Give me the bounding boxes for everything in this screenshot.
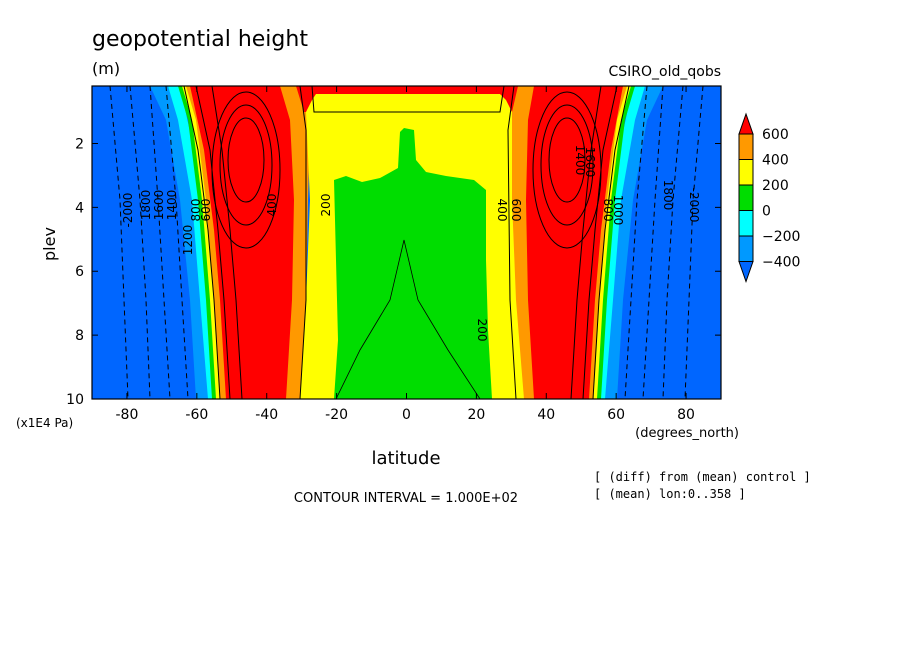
y-tick-label: 10 xyxy=(66,392,84,408)
contour-field xyxy=(92,86,721,399)
colorbar-label: −200 xyxy=(762,229,800,245)
colorbar: 600 400 200 0 −200 −400 xyxy=(738,112,800,284)
note-line-1: [ (diff) from (mean) control ] xyxy=(594,470,811,484)
x-tick-label: 40 xyxy=(537,407,555,423)
region-0-inner xyxy=(334,128,492,399)
x-tick-label: 0 xyxy=(402,407,411,423)
colorbar-bottom-arrow xyxy=(738,261,754,284)
contour-label: 1800 xyxy=(139,190,153,221)
x-tick-label: -80 xyxy=(116,407,139,423)
model-label: CSIRO_old_qobs xyxy=(608,64,721,80)
contour-label: 1400 xyxy=(573,145,587,176)
colorbar-segment xyxy=(738,159,754,186)
x-axis: -80 -60 -40 -20 0 20 40 60 80 xyxy=(116,86,695,423)
note-line-2: [ (mean) lon:0..358 ] xyxy=(594,487,746,501)
colorbar-label: 0 xyxy=(762,204,771,220)
contour-label: 800 xyxy=(189,199,203,222)
colorbar-label: 600 xyxy=(762,127,789,143)
contour-label: 1400 xyxy=(165,190,179,221)
contour-label: 600 xyxy=(509,199,523,222)
x-tick-label: -20 xyxy=(325,407,348,423)
x-axis-label: latitude xyxy=(371,448,440,469)
x-axis-units: (degrees_north) xyxy=(635,426,739,441)
y-axis-label: plev xyxy=(40,227,59,261)
x-tick-label: -60 xyxy=(185,407,208,423)
region-neg400 xyxy=(150,86,663,399)
y-tick-label: 8 xyxy=(75,328,84,344)
contour-label: 600 xyxy=(199,199,213,222)
contour-label: 1200 xyxy=(181,225,195,256)
colorbar-segment xyxy=(738,133,754,160)
contour-label: 400 xyxy=(265,194,279,217)
x-tick-label: -40 xyxy=(255,407,278,423)
contour-label: 200 xyxy=(475,319,489,342)
colorbar-segment xyxy=(738,184,754,211)
contour-label: 1600 xyxy=(583,147,597,178)
contour-label: 400 xyxy=(495,199,509,222)
chart-units: (m) xyxy=(92,59,120,78)
chart-title: geopotential height xyxy=(92,27,308,52)
contour-label: 1000 xyxy=(611,195,625,226)
contour-interval: CONTOUR INTERVAL = 1.000E+02 xyxy=(294,491,518,506)
x-tick-label: 60 xyxy=(607,407,625,423)
y-axis: 2 4 6 8 10 xyxy=(66,136,721,408)
y-tick-label: 2 xyxy=(75,136,84,152)
x-tick-label: 80 xyxy=(677,407,695,423)
x-tick-label: 20 xyxy=(467,407,485,423)
y-axis-units: (x1E4 Pa) xyxy=(16,416,73,430)
colorbar-segment xyxy=(738,235,754,262)
y-tick-label: 6 xyxy=(75,264,84,280)
colorbar-label: 200 xyxy=(762,178,789,194)
y-tick-label: 4 xyxy=(75,200,84,216)
colorbar-top-arrow xyxy=(738,112,754,135)
contour-label: -2000 xyxy=(121,193,135,228)
contour-label: -2000 xyxy=(687,188,701,223)
contour-label: 1600 xyxy=(152,190,166,221)
colorbar-label: 400 xyxy=(762,153,789,169)
colorbar-label: −400 xyxy=(762,255,800,271)
colorbar-segment xyxy=(738,210,754,237)
contour-label: 1800 xyxy=(661,180,675,211)
contour-label: 200 xyxy=(319,194,333,217)
contour-label: 800 xyxy=(601,199,615,222)
